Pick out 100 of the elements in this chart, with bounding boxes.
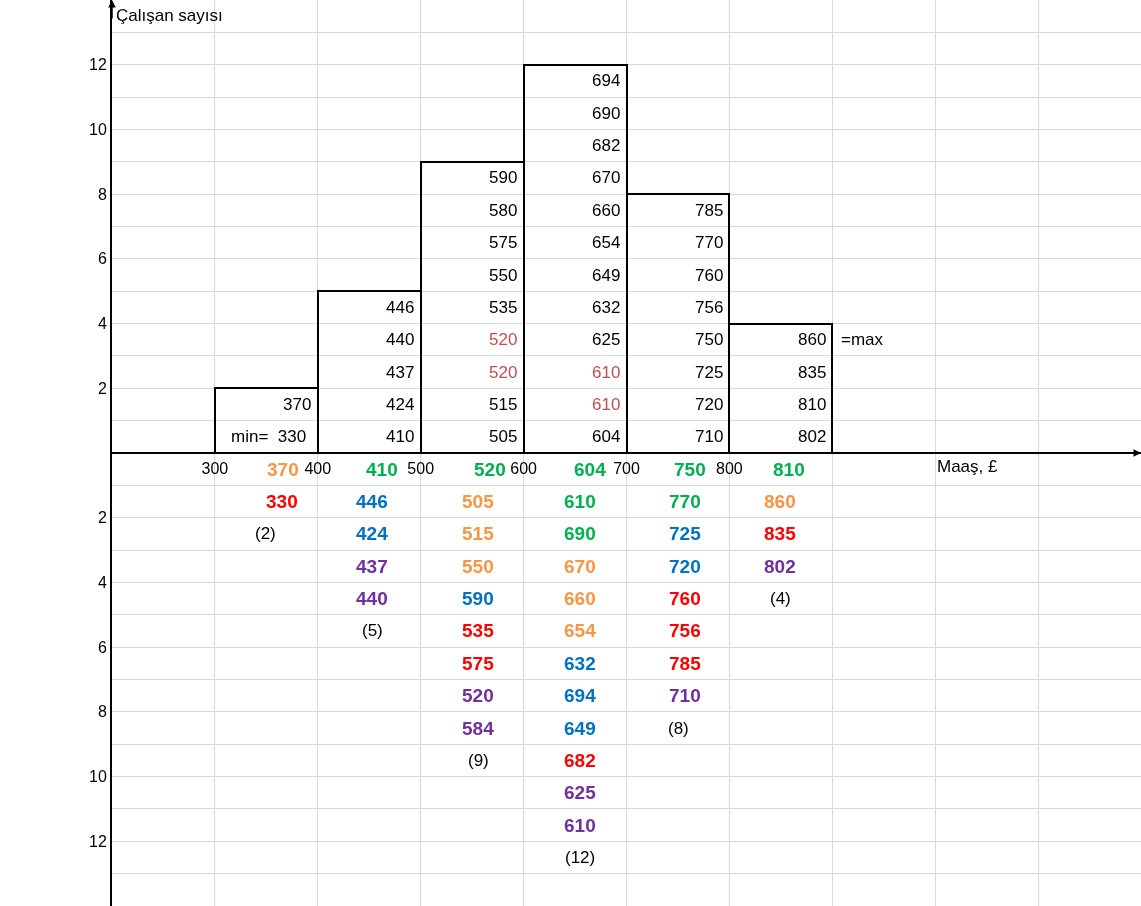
y-tick-label: 2 (97, 379, 107, 397)
y-tick-label: 10 (89, 121, 107, 139)
annotation: 654 (592, 233, 621, 252)
annotation: 446 (356, 491, 388, 512)
annotation: 535 (489, 298, 518, 317)
y-tick-label: 8 (97, 703, 107, 721)
annotation: 760 (669, 588, 701, 609)
annotation: 625 (564, 782, 597, 803)
annotation: 625 (592, 330, 621, 349)
y-tick-label: 2 (97, 509, 107, 527)
y-tick-label: 4 (97, 315, 107, 333)
y-tick-label: 12 (89, 56, 107, 74)
annotation: 580 (489, 201, 518, 220)
annotation: 670 (592, 168, 621, 187)
annotation: 535 (462, 620, 495, 641)
annotation: 802 (798, 427, 827, 446)
annotation: 710 (669, 685, 701, 706)
annotation: 802 (764, 556, 796, 577)
annotation: 785 (695, 201, 724, 220)
annotation: 750 (695, 330, 724, 349)
y-tick-label: 12 (89, 832, 107, 850)
annotation: 725 (695, 363, 724, 382)
annotation: 682 (592, 136, 621, 155)
annotation: 505 (489, 427, 518, 446)
annotation: 520 (462, 685, 494, 706)
annotation: 575 (489, 233, 518, 252)
annotation: 756 (695, 298, 724, 317)
annotation: 770 (695, 233, 724, 252)
annotation: 446 (386, 298, 415, 317)
annotation: 649 (592, 266, 621, 285)
annotation: 756 (669, 620, 701, 641)
annotation: 710 (695, 427, 724, 446)
annotation: 437 (356, 556, 388, 577)
annotation: 515 (462, 523, 495, 544)
annotation: 410 (366, 459, 398, 480)
x-tick-label: 400 (304, 460, 332, 477)
annotation: 810 (773, 459, 805, 480)
annotation: 682 (564, 750, 596, 771)
annotation: 604 (574, 459, 607, 480)
annotation: 590 (462, 588, 494, 609)
annotation: 760 (695, 266, 724, 285)
annotation: 520 (474, 459, 506, 480)
annotation: 860 (798, 330, 827, 349)
annotation: =max (841, 330, 884, 349)
annotation: 590 (489, 168, 518, 187)
annotation: (8) (668, 719, 689, 738)
x-tick-label: 600 (510, 460, 538, 477)
annotation: 410 (386, 427, 415, 446)
y-tick-label: 8 (97, 185, 107, 203)
x-axis-title: Maaş, £ (937, 457, 999, 476)
annotation: (9) (468, 751, 489, 770)
annotation: 520 (489, 363, 518, 382)
annotation: 370 (267, 459, 299, 480)
annotation: 610 (564, 815, 596, 836)
annotation: 694 (564, 685, 597, 706)
annotation: 750 (674, 459, 706, 480)
annotation: 505 (462, 491, 495, 512)
annotation: (4) (770, 589, 791, 608)
annotation: 720 (669, 556, 701, 577)
annotation: (12) (565, 848, 596, 867)
annotation: 370 (283, 395, 312, 414)
y-tick-label: 6 (97, 638, 107, 656)
annotation: 660 (564, 588, 596, 609)
annotation: 785 (669, 653, 702, 674)
annotation: 424 (386, 395, 415, 414)
annotation: 424 (356, 523, 389, 544)
y-tick-label: 6 (97, 250, 107, 268)
annotation: 520 (489, 330, 518, 349)
annotation: 770 (669, 491, 701, 512)
y-tick-label: 4 (97, 574, 107, 592)
annotation: 654 (564, 620, 597, 641)
annotation: 720 (695, 395, 724, 414)
annotation: 584 (462, 718, 495, 739)
annotation: 437 (386, 363, 415, 382)
annotation: 632 (564, 653, 596, 674)
x-tick-label: 700 (613, 460, 640, 477)
annotation: 725 (669, 523, 702, 544)
y-axis-title: Çalışan sayısı (116, 6, 223, 25)
y-tick-label: 10 (89, 768, 107, 786)
annotation: 835 (764, 523, 797, 544)
x-tick-label: 800 (716, 460, 743, 477)
annotation: 610 (592, 395, 621, 414)
annotation: 649 (564, 718, 596, 739)
annotation: 330 (266, 491, 298, 512)
annotation: 690 (564, 523, 596, 544)
annotation: 550 (489, 266, 518, 285)
annotation: 604 (592, 427, 621, 446)
annotation: 575 (462, 653, 495, 674)
annotation: 694 (592, 71, 621, 90)
annotation: 690 (592, 104, 621, 123)
annotation: 810 (798, 395, 827, 414)
annotation: 610 (592, 363, 621, 382)
annotation: 660 (592, 201, 621, 220)
annotation: min= 330 (231, 427, 307, 446)
annotation: 835 (798, 363, 827, 382)
annotation: 550 (462, 556, 494, 577)
annotation: 860 (764, 491, 796, 512)
x-tick-label: 300 (201, 460, 229, 477)
annotation: 610 (564, 491, 596, 512)
annotation: (5) (362, 621, 383, 640)
